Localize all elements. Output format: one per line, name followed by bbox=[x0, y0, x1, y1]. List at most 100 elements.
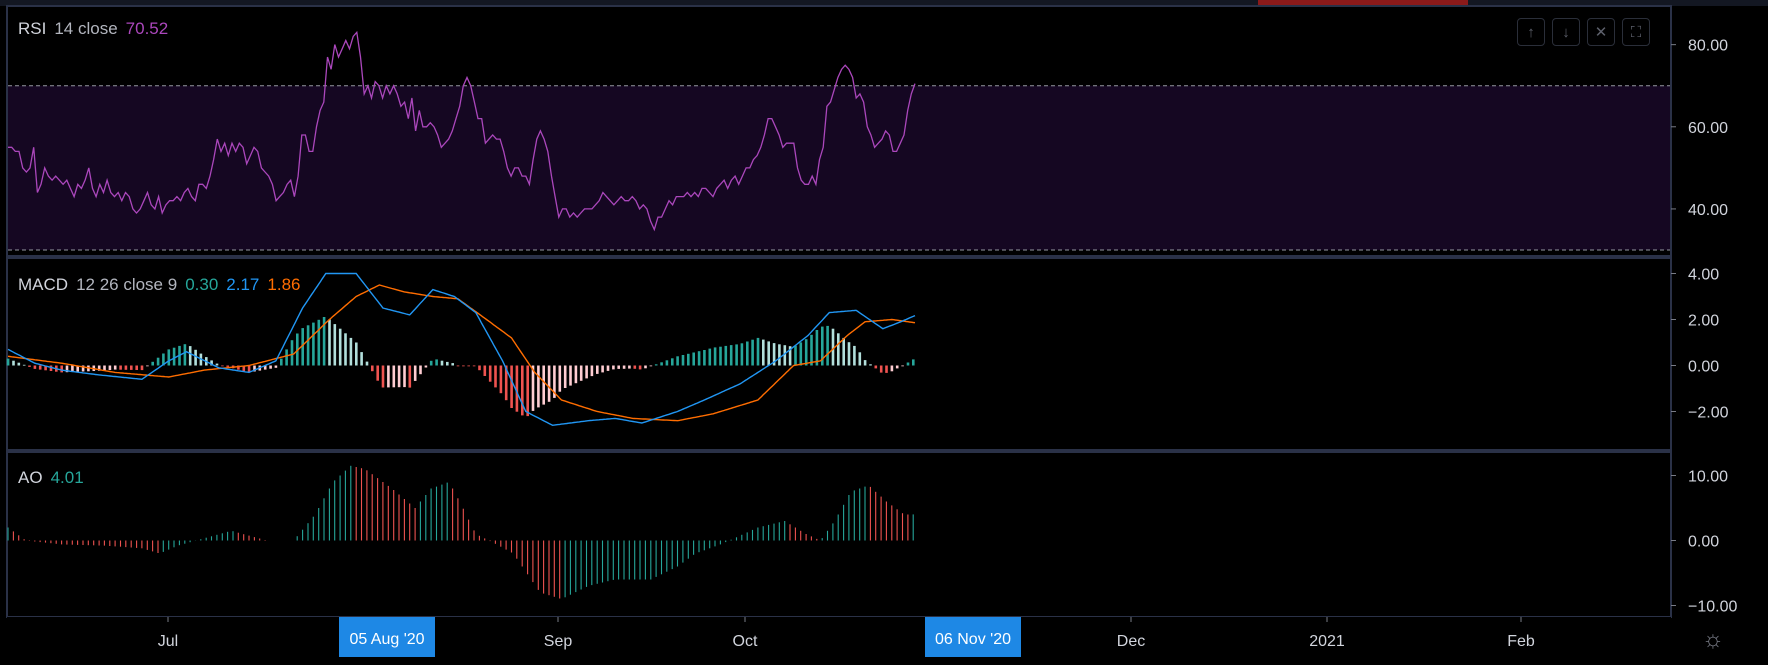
macd-histogram-bar bbox=[344, 333, 347, 366]
macd-histogram-bar bbox=[269, 365, 272, 369]
macd-histogram-bar bbox=[585, 365, 588, 379]
macd-histogram-bar bbox=[735, 344, 738, 366]
macd-histogram-bar bbox=[692, 352, 695, 366]
rsi-params: 14 close bbox=[54, 19, 118, 38]
macd-histogram-bar bbox=[322, 317, 326, 366]
macd-histogram-bar bbox=[665, 360, 669, 366]
macd-histogram-bar bbox=[612, 365, 615, 370]
macd-histogram-bar bbox=[210, 360, 213, 366]
time-axis[interactable] bbox=[7, 617, 1671, 657]
macd-histogram-bar bbox=[847, 342, 851, 366]
macd-histogram-bar bbox=[912, 359, 915, 366]
price-scale[interactable]: 80.00 60.00 40.00 4.00 2.00 0.00 −2.00 10.00 0.0… bbox=[1671, 38, 1737, 616]
macd-histogram-bar bbox=[290, 340, 294, 366]
macd-histogram-bar bbox=[815, 330, 819, 366]
macd-lines bbox=[7, 272, 916, 427]
macd-histogram-bar bbox=[413, 365, 417, 381]
macd-histogram-bar bbox=[697, 351, 701, 366]
macd-histogram-bar bbox=[553, 365, 556, 398]
macd-histogram-bar bbox=[494, 365, 497, 388]
macd-histogram-bar bbox=[312, 322, 315, 366]
macd-histogram-bar bbox=[296, 333, 299, 366]
macd-histogram-bar bbox=[263, 365, 267, 370]
macd-histogram-bar bbox=[280, 358, 283, 366]
macd-line bbox=[7, 272, 916, 427]
macd-histogram-bar bbox=[869, 364, 872, 366]
macd-histogram-bar bbox=[654, 364, 658, 366]
svg-text:05 Aug '20: 05 Aug '20 bbox=[349, 631, 424, 648]
close-icon[interactable]: ✕ bbox=[1587, 18, 1615, 46]
macd-histogram-bar bbox=[12, 360, 15, 366]
macd-histogram-bar bbox=[22, 364, 26, 366]
macd-histogram-bar bbox=[504, 365, 508, 401]
macd-histogram-bar bbox=[429, 360, 433, 366]
macd-histogram-bar bbox=[890, 365, 894, 372]
macd-histogram-bar bbox=[746, 341, 749, 366]
macd-histogram-bar bbox=[328, 319, 331, 366]
macd-histogram-bar bbox=[751, 339, 754, 366]
macd-histogram-bar bbox=[392, 365, 396, 388]
ao-title: AO bbox=[18, 468, 43, 487]
x-tick-label: 2021 bbox=[1309, 633, 1345, 650]
macd-histogram-bar bbox=[863, 360, 867, 366]
macd-histogram-bar bbox=[76, 365, 79, 372]
macd-histogram-bar bbox=[135, 365, 138, 370]
move-up-icon[interactable]: ↑ bbox=[1517, 18, 1545, 46]
macd-histogram-bar bbox=[617, 365, 620, 369]
macd-histogram-bar bbox=[360, 352, 363, 366]
macd-histogram-bar bbox=[488, 365, 492, 382]
macd-histogram-bar bbox=[440, 360, 444, 366]
macd-histogram-bar bbox=[462, 365, 465, 367]
rsi-title: RSI bbox=[18, 19, 47, 38]
macd-histogram-bar bbox=[778, 344, 781, 366]
macd-histogram-bar bbox=[788, 346, 792, 366]
ao-value: 4.01 bbox=[50, 468, 84, 487]
macd-histogram-bar bbox=[49, 365, 53, 371]
macd-histogram-bar bbox=[590, 365, 594, 377]
macd-histogram-bar bbox=[371, 365, 374, 372]
macd-histogram-bar bbox=[306, 325, 310, 366]
settings-icon[interactable]: ☼ bbox=[1702, 626, 1724, 653]
macd-histogram-bar bbox=[435, 359, 438, 366]
maximize-icon[interactable]: ⛶ bbox=[1622, 18, 1650, 46]
rsi-line bbox=[8, 30, 916, 232]
macd-histogram-bar bbox=[130, 365, 133, 370]
macd-histogram-bar bbox=[510, 365, 513, 408]
macd-histogram-bar bbox=[531, 365, 535, 411]
macd-histogram-bar bbox=[762, 339, 765, 366]
macd-histogram-bar bbox=[65, 365, 69, 373]
macd-histogram-bar bbox=[317, 319, 321, 366]
macd-histogram-bar bbox=[467, 365, 470, 367]
macd-histogram-bar bbox=[499, 365, 503, 394]
top-strip bbox=[0, 0, 1768, 6]
macd-histogram-bar bbox=[649, 365, 653, 367]
macd-histogram-bar bbox=[622, 365, 626, 369]
ao-histogram bbox=[7, 465, 914, 599]
macd-histogram-bar bbox=[124, 365, 128, 370]
y-tick-label: 2.00 bbox=[1688, 313, 1719, 330]
macd-histogram-bar bbox=[355, 342, 358, 366]
macd-histogram-bar bbox=[713, 347, 717, 366]
y-tick-label: 0.00 bbox=[1688, 359, 1719, 376]
macd-histogram-bar bbox=[767, 341, 770, 366]
macd-histogram-bar bbox=[563, 365, 567, 388]
macd-histogram-bar bbox=[301, 328, 304, 366]
macd-histogram-bar bbox=[333, 324, 337, 366]
macd-histogram-bar bbox=[478, 365, 481, 371]
macd-histogram-bar bbox=[703, 350, 706, 366]
macd-histogram-bar bbox=[71, 365, 74, 372]
pane-controls: ↑ ↓ ✕ ⛶ bbox=[1517, 18, 1650, 46]
macd-histogram-bar bbox=[108, 365, 112, 370]
macd-histogram-bar bbox=[172, 347, 176, 366]
macd-histogram-bar bbox=[247, 365, 251, 373]
macd-histogram-bar bbox=[729, 345, 733, 366]
macd-histogram-bar bbox=[628, 365, 631, 369]
macd-histogram-bar bbox=[456, 365, 460, 367]
move-down-icon[interactable]: ↓ bbox=[1552, 18, 1580, 46]
macd-histogram-bar bbox=[853, 345, 856, 366]
macd-histogram-bar bbox=[424, 365, 428, 368]
macd-histogram-bar bbox=[349, 337, 353, 366]
macd-histogram-bar bbox=[183, 344, 187, 366]
macd-histogram-bar bbox=[633, 365, 637, 369]
macd-histogram-bar bbox=[119, 365, 122, 370]
